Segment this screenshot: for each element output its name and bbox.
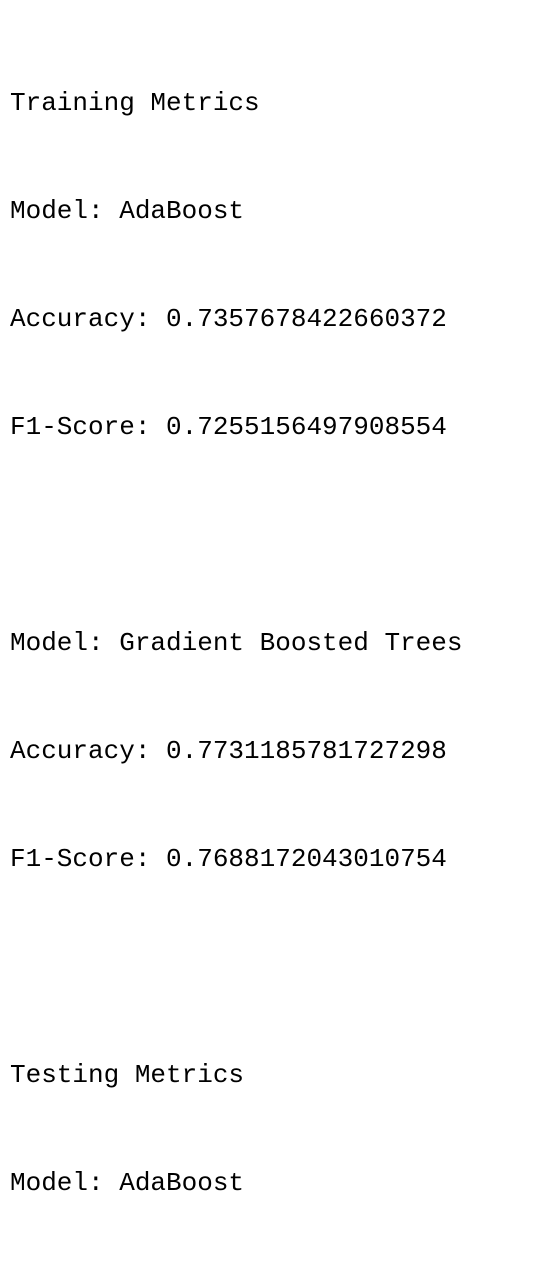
section-heading-testing: Testing Metrics [10, 1060, 245, 1090]
accuracy-line: Accuracy: 0.7731185781727298 [10, 736, 447, 766]
section-heading-training: Training Metrics [10, 88, 260, 118]
f1-score-line: F1-Score: 0.7255156497908554 [10, 412, 447, 442]
model-name-line: Model: Gradient Boosted Trees [10, 628, 463, 658]
accuracy-line: Accuracy: 0.7357678422660372 [10, 304, 447, 334]
blank-line [10, 949, 462, 985]
f1-score-line: F1-Score: 0.7688172043010754 [10, 844, 447, 874]
console-output: Training Metrics Model: AdaBoost Accurac… [10, 13, 462, 1272]
blank-line [10, 517, 462, 553]
model-name-line: Model: AdaBoost [10, 1168, 245, 1198]
model-name-line: Model: AdaBoost [10, 196, 245, 226]
